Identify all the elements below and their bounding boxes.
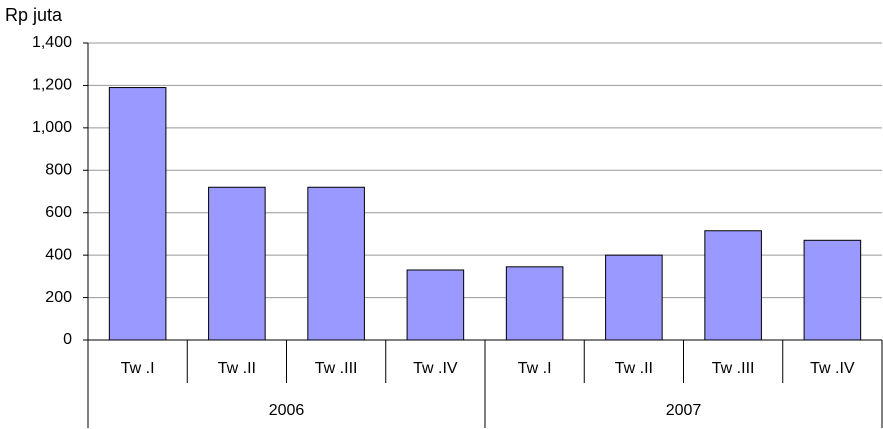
bar [208,186,266,341]
y-tick-label: 1,200 [32,77,72,94]
bar [704,230,762,341]
bar [307,186,365,341]
group-label: 2007 [666,402,702,419]
x-tick-label: Tw .I [518,360,552,377]
y-tick-label: 0 [63,331,72,348]
x-tick-label: Tw .II [218,360,256,377]
bar [108,87,167,341]
bar [406,269,465,341]
group-label: 2006 [269,402,305,419]
x-tick-label: Tw .IV [413,360,458,377]
x-tick-label: Tw .IV [810,360,855,377]
x-tick-label: Tw .III [712,360,755,377]
bar [803,239,862,341]
x-tick-label: Tw .III [315,360,358,377]
y-tick-label: 600 [45,204,72,221]
y-tick-label: 1,000 [32,119,72,136]
y-tick-label: 400 [45,246,72,263]
y-tick-label: 200 [45,289,72,306]
bar [605,254,663,341]
x-tick-label: Tw .I [121,360,155,377]
y-tick-label: 800 [45,162,72,179]
y-axis-label: Rp juta [5,5,63,25]
bar [505,266,564,341]
y-tick-label: 1,400 [32,34,72,51]
x-tick-label: Tw .II [615,360,653,377]
